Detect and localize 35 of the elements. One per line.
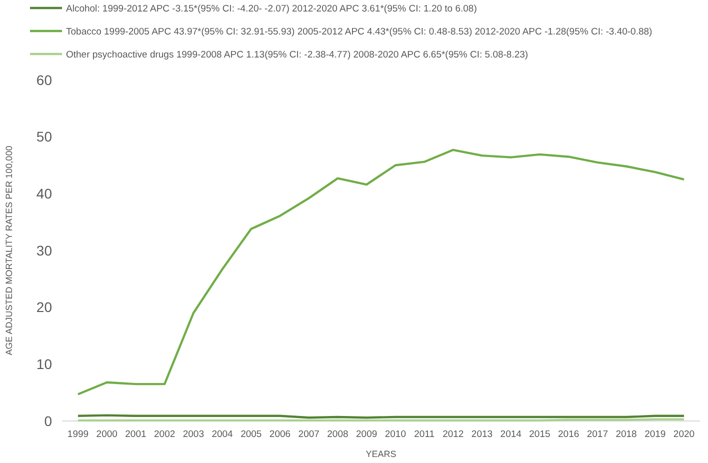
legend-label: Alcohol: 1999-2012 APC -3.15*(95% CI: -4.20- -2.07) 2012-2020 APC 3.61*(95% CI: 1.20 to 6.08) [66, 3, 477, 14]
y-tick-label: 40 [36, 186, 52, 202]
y-axis-title: AGE ADJUSTED MORTALITY RATES PER 100,000 [4, 146, 14, 356]
y-tick-label: 60 [36, 72, 52, 88]
x-tick-label: 2010 [384, 429, 406, 440]
legend-label: Tobacco 1999-2005 APC 43.97*(95% CI: 32.91-55.93) 2005-2012 APC 4.43*(95% CI: 0.48-8.53) 2012-2020 APC -1.28(95% CI: -3.40-0.88) [66, 26, 652, 38]
y-tick-label: 10 [36, 356, 52, 372]
x-tick-label: 2011 [414, 429, 435, 440]
y-tick-label: 30 [36, 242, 52, 258]
x-tick-label: 2001 [125, 429, 146, 440]
x-tick-label: 2009 [356, 429, 378, 440]
x-tick-label: 2004 [212, 429, 233, 440]
x-tick-label: 2017 [586, 429, 608, 440]
x-tick-label: 2014 [500, 429, 522, 440]
x-tick-label: 2000 [96, 429, 118, 440]
x-tick-label: 2018 [616, 429, 637, 440]
y-tick-label: 20 [36, 299, 52, 316]
x-tick-label: 1999 [67, 429, 89, 440]
x-tick-label: 2005 [240, 429, 262, 440]
x-tick-label: 2012 [442, 429, 464, 440]
x-tick-label: 2008 [327, 429, 348, 440]
y-tick-label: 50 [36, 128, 52, 145]
x-tick-label: 2016 [558, 429, 580, 440]
x-axis-title: YEARS [366, 449, 396, 459]
x-tick-label: 2003 [182, 429, 204, 440]
x-tick-label: 2007 [298, 429, 320, 440]
x-tick-label: 2002 [154, 429, 176, 440]
x-tick-label: 2015 [529, 429, 550, 440]
x-tick-label: 2019 [644, 429, 666, 440]
x-tick-label: 2013 [471, 429, 493, 440]
x-tick-label: 2020 [673, 429, 695, 440]
legend-label: Other psychoactive drugs 1999-2008 APC 1.13(95% CI: -2.38-4.77) 2008-2020 APC 6.65*(95% CI: 5.08-8.23) [66, 49, 528, 60]
x-tick-label: 2006 [269, 429, 291, 440]
line-series [76, 148, 686, 396]
y-tick-label: 0 [44, 412, 52, 429]
